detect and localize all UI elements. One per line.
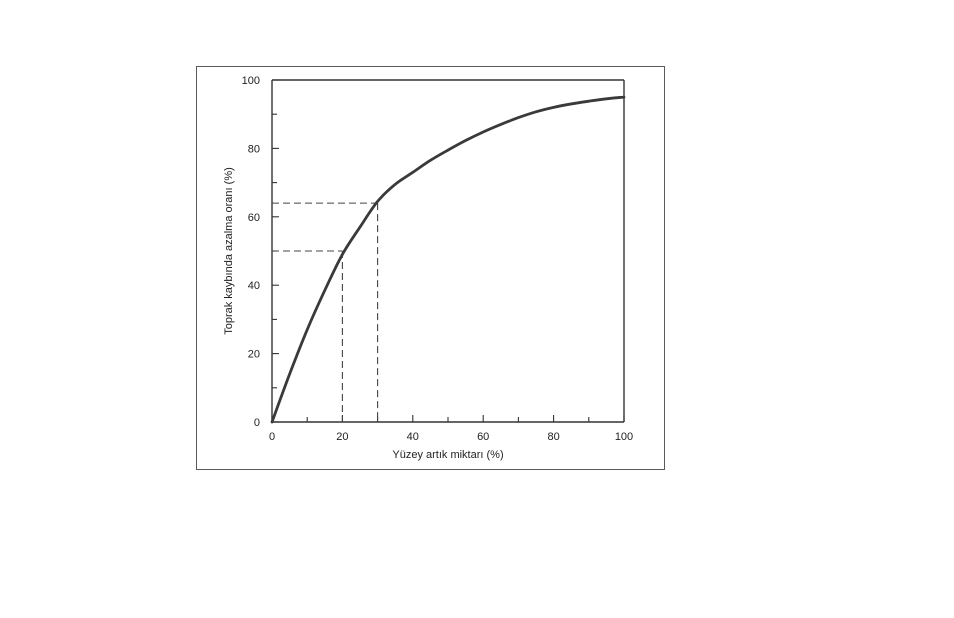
reference-lines xyxy=(272,202,379,422)
y-axis-title: Toprak kaybında azalma oranı (%) xyxy=(223,167,235,335)
x-tick-label: 60 xyxy=(477,431,489,443)
axes xyxy=(271,79,625,423)
x-tick-label: 20 xyxy=(336,431,348,443)
x-axis-title: Yüzey artık miktarı (%) xyxy=(392,449,503,461)
series-line xyxy=(270,95,626,424)
x-tick-label: 100 xyxy=(615,431,633,443)
data-series xyxy=(270,95,626,424)
y-tick-label: 80 xyxy=(248,143,260,155)
figure-frame xyxy=(196,66,665,470)
y-tick-label: 60 xyxy=(248,212,260,224)
y-tick-label: 0 xyxy=(254,417,260,429)
x-tick-label: 80 xyxy=(547,431,559,443)
y-tick-label: 40 xyxy=(248,280,260,292)
x-tick-label: 0 xyxy=(269,431,275,443)
y-tick-label: 100 xyxy=(242,75,260,87)
tick-labels: 0 20 40 60 80 100 0 20 40 60 80 100 xyxy=(242,75,634,443)
x-tick-label: 40 xyxy=(407,431,419,443)
y-tick-label: 20 xyxy=(248,349,260,361)
